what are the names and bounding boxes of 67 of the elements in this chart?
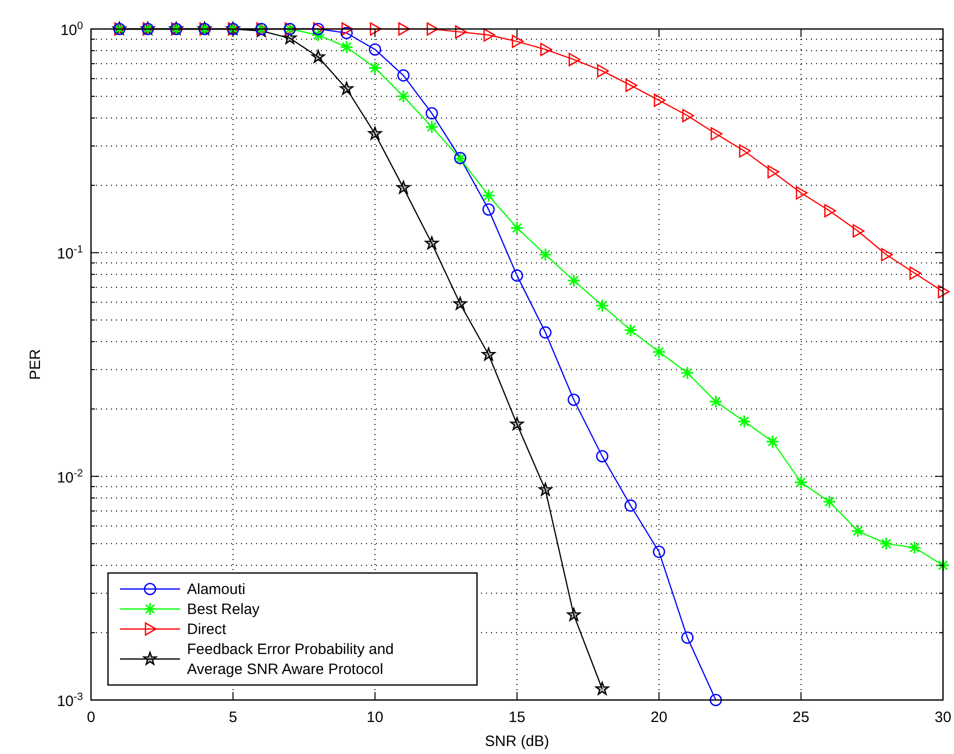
point xyxy=(739,144,751,158)
point xyxy=(909,266,922,280)
point xyxy=(369,62,381,74)
point xyxy=(370,22,382,36)
point xyxy=(424,236,439,250)
point xyxy=(852,224,864,238)
point xyxy=(624,499,637,512)
point xyxy=(652,546,666,558)
point xyxy=(368,126,382,140)
x-tick-label: 15 xyxy=(508,709,526,726)
point xyxy=(311,50,326,63)
y-tick-label: 10$^{-3}$ xyxy=(56,691,84,710)
point xyxy=(539,326,552,339)
y-tick-label: 10$^{-2}$ xyxy=(56,467,84,486)
point xyxy=(568,394,580,406)
x-tick-label: 30 xyxy=(934,709,952,726)
point xyxy=(482,347,496,361)
point xyxy=(340,82,354,95)
y-axis-title: PER xyxy=(27,348,44,380)
point xyxy=(426,22,438,36)
point xyxy=(455,25,467,39)
x-tick-label: 5 xyxy=(228,709,238,726)
point xyxy=(426,107,438,120)
point xyxy=(510,269,524,282)
point xyxy=(710,694,722,706)
x-axis-title: SNR (dB) xyxy=(484,733,550,750)
point xyxy=(625,78,638,92)
point xyxy=(824,204,836,218)
point xyxy=(483,28,496,42)
point xyxy=(681,632,694,644)
x-tick-label: 10 xyxy=(366,709,384,726)
point xyxy=(653,346,665,358)
point xyxy=(398,22,410,36)
point xyxy=(796,186,808,200)
point xyxy=(397,69,410,82)
point xyxy=(568,52,580,66)
point xyxy=(453,296,468,310)
y-tick-label: 10$^{-1}$ xyxy=(56,244,84,263)
point xyxy=(510,417,524,430)
point xyxy=(396,180,410,194)
point xyxy=(282,31,297,44)
point xyxy=(341,22,354,36)
point xyxy=(340,26,353,40)
point xyxy=(595,682,610,695)
legend-label: Alamouti xyxy=(187,581,246,598)
legend-label: Direct xyxy=(187,621,227,638)
legend-label: Best Relay xyxy=(187,601,260,618)
point xyxy=(767,165,780,178)
point xyxy=(540,42,552,56)
x-tick-label: 20 xyxy=(650,709,668,726)
y-tick-label: 10$^{0}$ xyxy=(60,20,84,39)
point xyxy=(938,284,950,298)
point xyxy=(682,108,694,122)
point xyxy=(597,64,609,78)
x-tick-label: 0 xyxy=(86,709,96,726)
point xyxy=(368,43,382,56)
point xyxy=(512,34,524,48)
point xyxy=(566,608,581,621)
point xyxy=(511,222,523,234)
point xyxy=(881,248,893,262)
x-tick-label: 25 xyxy=(792,709,810,726)
point xyxy=(482,203,495,216)
point xyxy=(654,94,666,107)
legend-label: Feedback Error Probability and Average SNR Aware Protocol xyxy=(187,641,394,678)
point xyxy=(596,450,608,462)
point xyxy=(538,482,552,496)
point xyxy=(710,127,722,140)
